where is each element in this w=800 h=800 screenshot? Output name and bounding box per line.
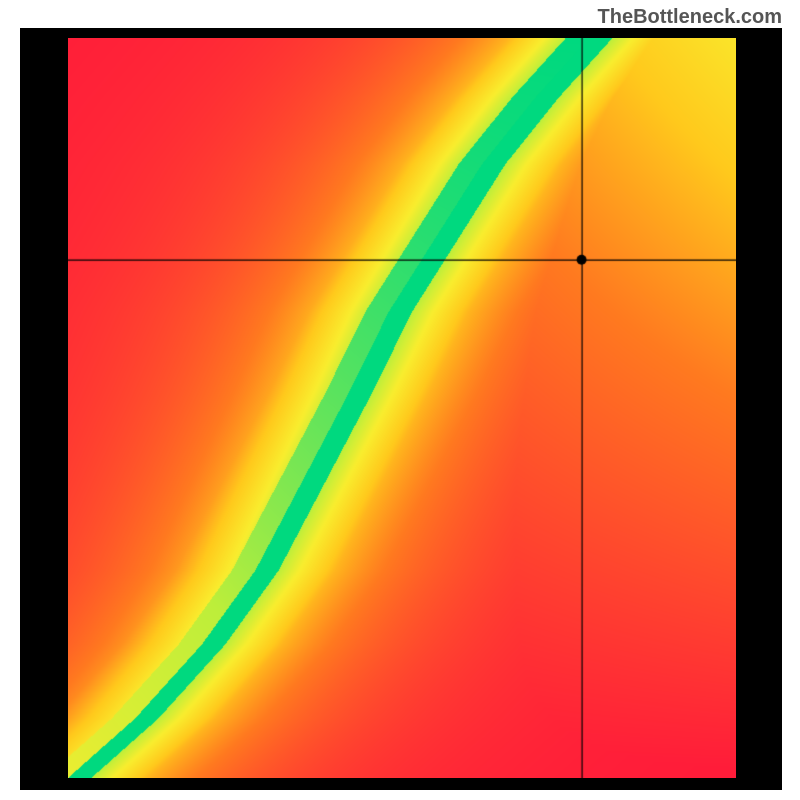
watermark-text: TheBottleneck.com (598, 6, 782, 29)
page-root: TheBottleneck.com (0, 0, 800, 800)
crosshair-overlay (68, 38, 736, 778)
